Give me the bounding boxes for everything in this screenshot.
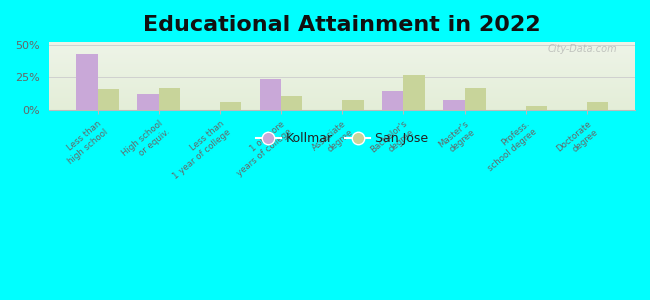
- Legend: Kollmar, San Jose: Kollmar, San Jose: [251, 127, 434, 150]
- Bar: [281, 96, 302, 110]
- Bar: [465, 88, 486, 110]
- Bar: [98, 89, 119, 110]
- Bar: [159, 88, 180, 110]
- Bar: [526, 106, 547, 110]
- Bar: [220, 102, 241, 110]
- Bar: [137, 94, 159, 110]
- Title: Educational Attainment in 2022: Educational Attainment in 2022: [144, 15, 541, 35]
- Text: City-Data.com: City-Data.com: [548, 44, 617, 54]
- Bar: [76, 54, 98, 110]
- Bar: [382, 91, 404, 110]
- Bar: [404, 75, 425, 110]
- Bar: [343, 100, 363, 110]
- Bar: [587, 102, 608, 110]
- Bar: [259, 79, 281, 110]
- Bar: [443, 100, 465, 110]
